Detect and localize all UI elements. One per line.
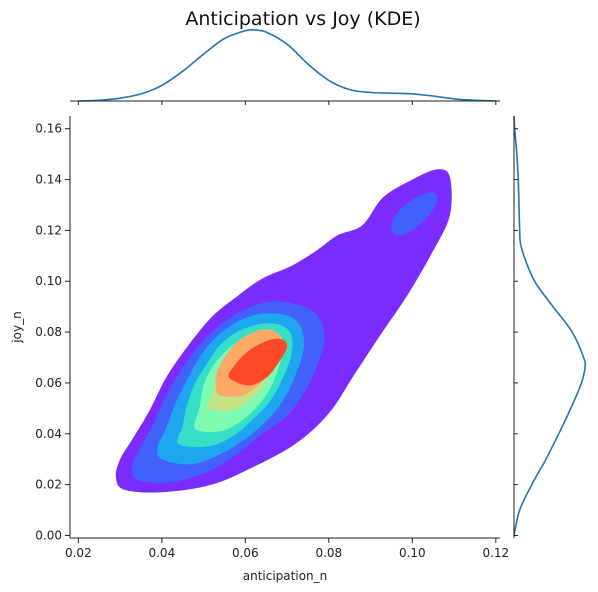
kde-contours [115,169,452,493]
x-axis-label: anticipation_n [243,569,328,583]
y-axis-label: joy_n [10,311,24,343]
marginal-x-kde-line [78,28,496,102]
chart-title: Anticipation vs Joy (KDE) [185,8,420,30]
kde-contour-level-8-8 [228,338,288,386]
x-tick-label: 0.10 [399,546,426,560]
y-tick-label: 0.12 [35,223,62,237]
x-tick-label: 0.06 [232,546,259,560]
x-tick-label: 0.02 [65,546,92,560]
joint-kde-panel: 0.02 0.04 0.06 0.08 0.10 0.120.000.020.040.06… [35,116,509,560]
x-tick-label: 0.08 [315,546,342,560]
y-tick-label: 0.06 [35,376,62,390]
marginal-x-panel [70,28,500,105]
x-tick-label: 0.04 [148,546,175,560]
y-tick-label: 0.14 [35,173,62,187]
y-tick-label: 0.04 [35,427,62,441]
kde-contour-level-2-2 [391,192,438,236]
x-tick-label: 0.12 [482,546,509,560]
y-tick-label: 0.08 [35,325,62,339]
marginal-y-panel [513,115,587,538]
marginal-y-kde-line [513,115,587,536]
y-tick-label: 0.16 [35,122,62,136]
y-tick-label: 0.02 [35,478,62,492]
axes: 0.02 0.04 0.06 0.08 0.10 0.120.000.020.040.06… [35,116,509,560]
y-tick-label: 0.10 [35,274,62,288]
y-tick-label: 0.00 [35,528,62,542]
